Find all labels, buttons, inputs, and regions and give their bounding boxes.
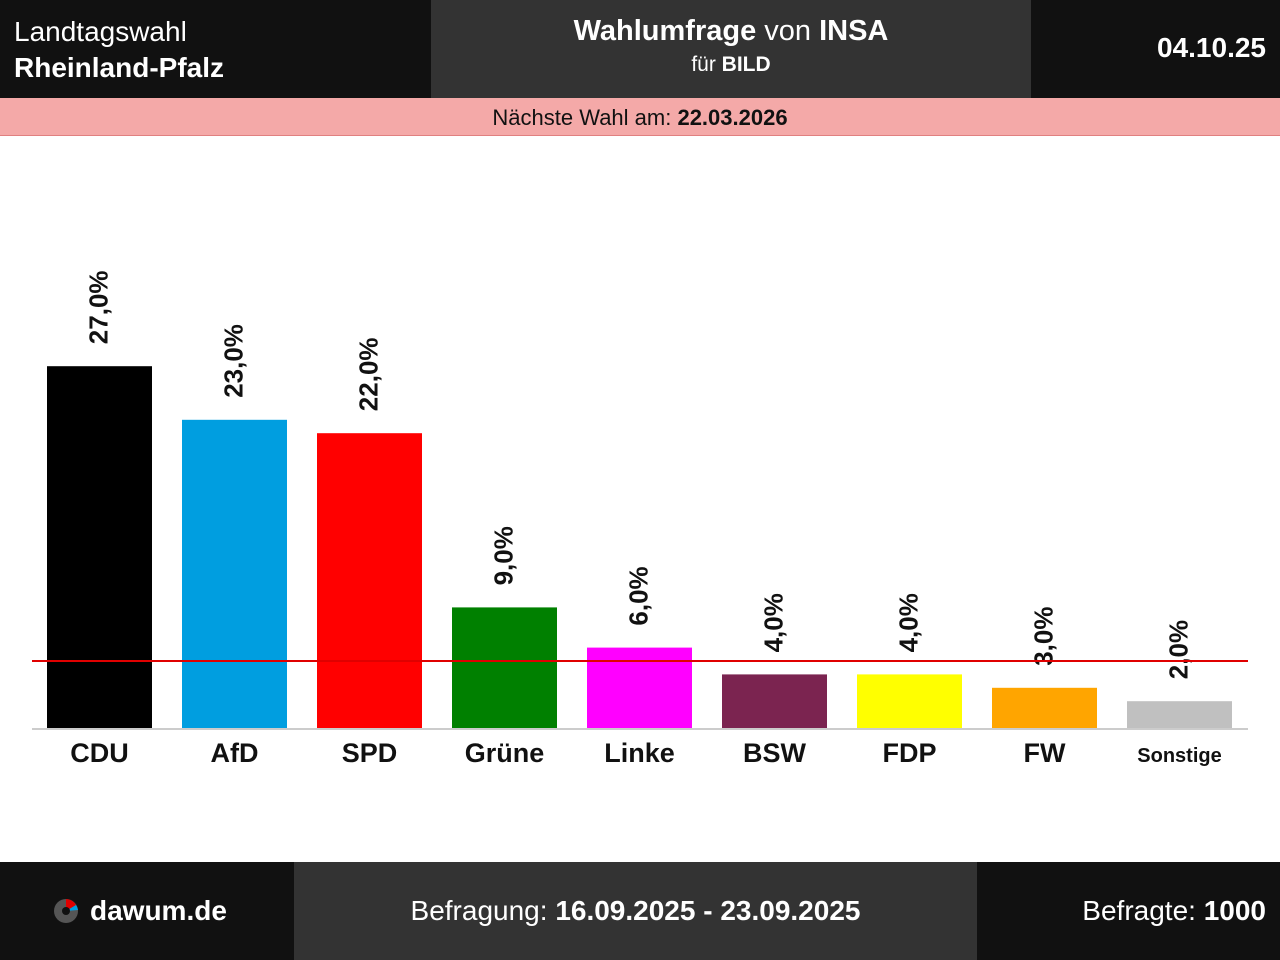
dawum-logo-icon <box>54 899 78 923</box>
election-region: Rheinland-Pfalz <box>14 52 225 83</box>
election-title: Landtagswahl Rheinland-Pfalz <box>14 14 224 86</box>
value-label-gr-ne: 9,0% <box>489 526 519 585</box>
category-label-cdu: CDU <box>70 738 129 768</box>
respondents-label: Befragte: <box>1082 895 1204 926</box>
election-type: Landtagswahl <box>14 16 187 47</box>
header: Landtagswahl Rheinland-Pfalz Wahlumfrage… <box>0 0 1280 98</box>
category-label-linke: Linke <box>604 738 675 768</box>
value-label-bsw: 4,0% <box>759 593 789 652</box>
footer: dawum.de Befragung: 16.09.2025 - 23.09.2… <box>0 862 1280 960</box>
next-election-bar: Nächste Wahl am: 22.03.2026 <box>0 98 1280 136</box>
bar-cdu <box>47 366 152 728</box>
bar-afd <box>182 419 287 728</box>
bar-chart: 27,0% CDU 23,0% AfD 22,0% SPD 9,0% Grüne 6,0% Lin… <box>32 270 1248 768</box>
respondents-count: 1000 <box>1203 895 1266 926</box>
poll-title-main: Wahlumfrage <box>573 15 757 47</box>
bar-gr-ne <box>452 607 557 728</box>
category-label-gr-ne: Grüne <box>465 738 545 768</box>
respondents: Befragte: 1000 <box>1082 862 1266 960</box>
value-label-afd: 23,0% <box>219 324 249 398</box>
value-label-sonstige: 2,0% <box>1164 620 1194 679</box>
brand-name: dawum.de <box>90 895 227 926</box>
category-label-fdp: FDP <box>883 738 937 768</box>
category-label-spd: SPD <box>342 738 398 768</box>
poll-title-connector: von <box>756 15 820 47</box>
value-label-spd: 22,0% <box>354 337 384 411</box>
category-label-fw: FW <box>1024 738 1066 768</box>
next-election-label: Nächste Wahl am: <box>492 105 678 130</box>
bar-fw <box>992 687 1097 728</box>
survey-period-label: Befragung: <box>410 895 556 926</box>
bar-spd <box>317 433 422 728</box>
survey-period: Befragung: 16.09.2025 - 23.09.2025 <box>294 862 977 960</box>
bar-linke <box>587 647 692 728</box>
client-name: BILD <box>721 53 771 76</box>
value-label-cdu: 27,0% <box>84 270 114 344</box>
value-label-fdp: 4,0% <box>894 593 924 652</box>
category-label-bsw: BSW <box>743 738 807 768</box>
value-label-linke: 6,0% <box>624 566 654 625</box>
client-prefix: für <box>691 53 722 76</box>
category-label-afd: AfD <box>211 738 259 768</box>
brand[interactable]: dawum.de <box>52 862 227 960</box>
value-label-fw: 3,0% <box>1029 607 1059 666</box>
pollster-name: INSA <box>819 15 889 47</box>
survey-period-value: 16.09.2025 - 23.09.2025 <box>555 895 861 926</box>
bar-fdp <box>857 674 962 728</box>
bar-sonstige <box>1127 701 1232 728</box>
next-election-date: 22.03.2026 <box>677 105 788 130</box>
bar-bsw <box>722 674 827 728</box>
category-label-sonstige: Sonstige <box>1137 745 1221 767</box>
poll-title: Wahlumfrage von INSA für BILD <box>431 0 1031 98</box>
poll-date: 04.10.25 <box>1157 32 1266 63</box>
